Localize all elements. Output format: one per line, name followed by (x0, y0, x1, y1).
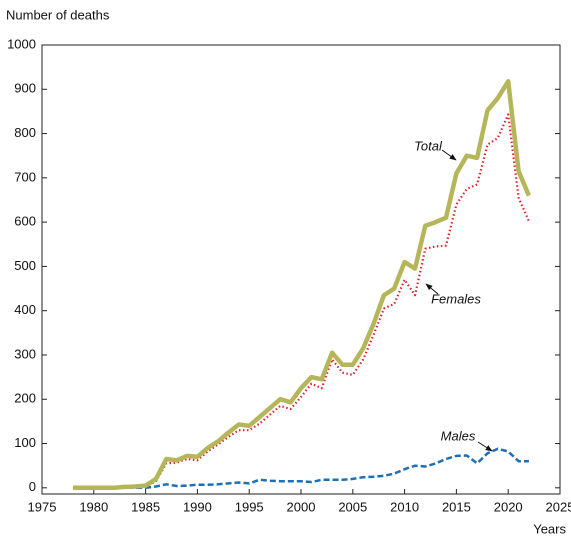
x-tick-label: 2010 (390, 499, 419, 514)
x-tick-label: 2025 (546, 499, 571, 514)
x-tick-label: 2005 (338, 499, 367, 514)
y-tick-label: 100 (14, 435, 36, 450)
label-arrow (477, 441, 493, 452)
plot-frame (41, 44, 561, 495)
y-tick-label: 200 (14, 391, 36, 406)
y-tick-label: 500 (14, 258, 36, 273)
x-axis-label: Years (533, 521, 566, 536)
x-tick-label: 1995 (235, 499, 264, 514)
series-label: Total (414, 138, 443, 153)
y-tick-label: 1000 (7, 36, 36, 51)
x-tick-label: 1985 (131, 499, 160, 514)
x-tick-label: 2015 (442, 499, 471, 514)
y-tick-label: 600 (14, 214, 36, 229)
y-tick-label: 300 (14, 346, 36, 361)
y-tick-label: 700 (14, 169, 36, 184)
y-tick-label: 0 (29, 479, 36, 494)
label-arrow (425, 283, 439, 295)
series-label: Males (441, 428, 476, 443)
y-tick-label: 800 (14, 125, 36, 140)
x-tick-label: 2000 (287, 499, 316, 514)
label-arrow (441, 149, 457, 161)
x-tick-label: 1990 (183, 499, 212, 514)
x-tick-label: 2020 (494, 499, 523, 514)
y-tick-label: 400 (14, 302, 36, 317)
series-line (73, 79, 531, 491)
series-label: Females (431, 291, 481, 306)
series-line (73, 447, 529, 490)
y-axis-label: Number of deaths (6, 7, 110, 22)
x-tick-label: 1975 (28, 499, 57, 514)
x-tick-label: 1980 (79, 499, 108, 514)
y-tick-label: 900 (14, 81, 36, 96)
